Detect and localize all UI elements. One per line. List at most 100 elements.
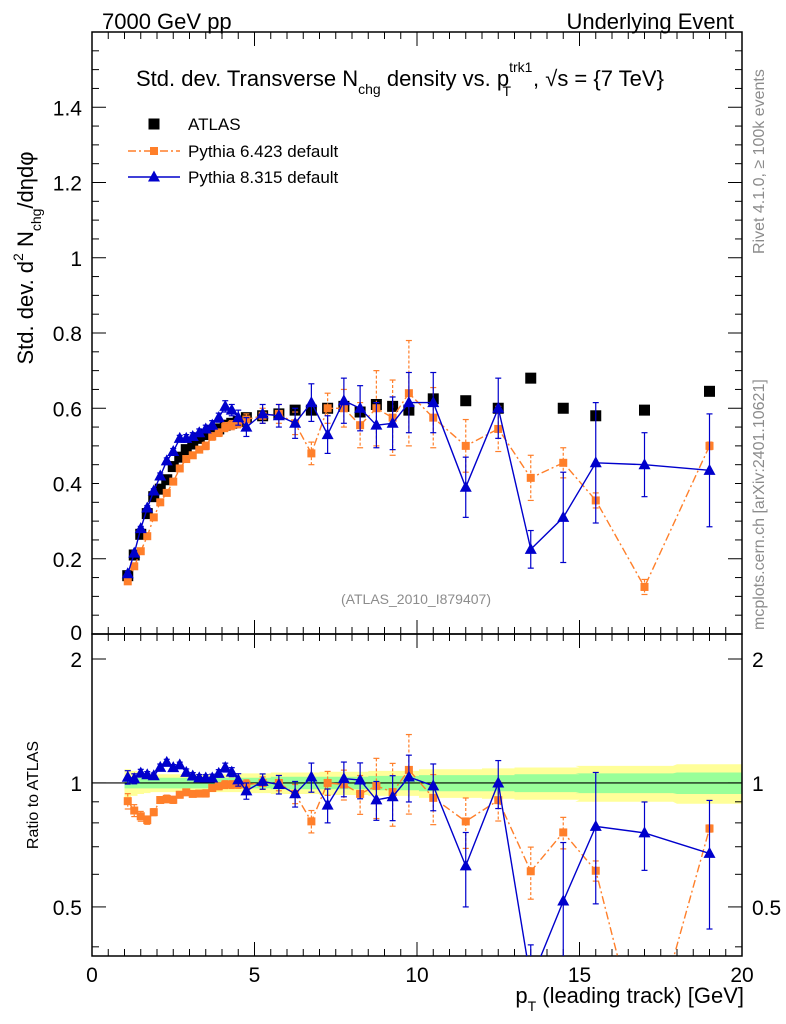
axis-ticks [91, 31, 743, 956]
atlas-data-point [187, 438, 199, 450]
main-pythia6-point [227, 421, 236, 430]
ratio-pythia8-point [370, 793, 383, 805]
atlas-data-point [174, 451, 186, 463]
main-pythia6-point [182, 455, 191, 464]
main-pythia6-point [640, 582, 649, 591]
main-pythia8-point [193, 426, 206, 438]
ratio-pythia8-point [289, 787, 302, 799]
atlas-data-point [180, 444, 192, 456]
legend-label-pythia8: Pythia 8.315 default [188, 168, 339, 187]
ratio-pythia8-point [427, 779, 440, 791]
ratio-pythia8-point [173, 758, 186, 770]
ratio-pythia6-point [143, 816, 152, 825]
main-pythia6-point [149, 513, 158, 522]
ratio-pythia8-point [256, 774, 269, 786]
ratio-pythia8-point [147, 769, 160, 781]
main-series-layer [121, 339, 716, 596]
main-pythia6-point [143, 532, 152, 541]
main-pythia8-point [638, 458, 651, 470]
ratio-pythia6-point [526, 867, 535, 876]
ratio-pythia8-point [703, 846, 716, 858]
atlas-data-point [639, 404, 650, 416]
main-pythia6-point [201, 441, 210, 450]
ratio-y-tick-label-right: 0.5 [752, 897, 781, 920]
ratio-y-tick-label-right: 1 [752, 773, 764, 796]
ratio-y-tick-label: 0.5 [53, 897, 82, 920]
main-pythia8-point [154, 469, 167, 481]
main-pythia6-point [123, 577, 132, 586]
ratio-pythia8-point [219, 761, 232, 773]
ratio-pythia8-point [225, 765, 238, 777]
ratio-pythia6-point [323, 778, 332, 787]
ratio-pythia6-point [559, 828, 568, 837]
analysis-watermark: (ATLAS_2010_I879407) [341, 591, 491, 607]
legend-marker-data [148, 118, 160, 130]
main-pythia8-point [160, 454, 173, 466]
atlas-data-point [154, 483, 166, 495]
legend-label-data: ATLAS [188, 115, 241, 134]
legend-label-pythia6: Pythia 6.423 default [188, 142, 339, 161]
atlas-data-point [525, 372, 537, 384]
main-pythia8-point [206, 418, 219, 430]
main-pythia8-point [141, 501, 154, 513]
ratio-pythia6-point [162, 794, 171, 803]
mcplots-label: mcplots.cern.ch [arXiv:2401.10621] [751, 379, 768, 630]
ratio-y-axis-label: Ratio to ATLAS [25, 741, 42, 849]
ratio-pythia8-point [160, 755, 173, 767]
ratio-pythia6-point [169, 795, 178, 804]
atlas-data-point [167, 461, 179, 473]
main-pythia6-point [169, 477, 178, 486]
atlas-data-point [460, 395, 472, 407]
ratio-pythia6-point [208, 783, 217, 792]
chart-title: Std. dev. Transverse Nchg density vs. pt… [136, 59, 664, 99]
main-pythia8-point [492, 401, 505, 413]
ratio-pythia6-point [461, 817, 470, 826]
ratio-pythia8-point [638, 826, 651, 838]
main-pythia8-point [186, 429, 199, 441]
ratio-pythia8-point [337, 772, 350, 784]
atlas-data-point [148, 491, 160, 503]
ratio-pythia6-point [130, 806, 139, 815]
main-pythia6-point [195, 445, 204, 454]
y-tick-label: 1.4 [53, 97, 83, 120]
main-pythia8-point [305, 396, 318, 408]
ratio-pythia6-point [214, 782, 223, 791]
header-right: Underlying Event [566, 9, 734, 34]
ratio-pythia8-point [386, 790, 399, 802]
ratio-pythia8-point [272, 777, 285, 789]
main-pythia8-point [459, 480, 472, 492]
ratio-pythia8-point [305, 770, 318, 782]
ratio-pythia8-point [321, 798, 334, 810]
main-pythia6-point [461, 441, 470, 450]
y-tick-label: 0.4 [53, 474, 83, 497]
x-tick-label: 10 [405, 964, 428, 987]
main-pythia8-point [370, 418, 383, 430]
main-pythia8-point [427, 396, 440, 408]
main-pythia6-point [221, 423, 230, 432]
ratio-series-layer [121, 733, 716, 956]
main-pythia8-point [232, 411, 245, 423]
ratio-pythia8-point [459, 859, 472, 871]
main-pythia8-point [240, 420, 253, 432]
main-pythia8-point [147, 484, 160, 496]
legend: ATLAS Pythia 6.423 default Pythia 8.315 de… [128, 115, 339, 187]
main-pythia6-point [526, 473, 535, 482]
main-pythia8-point [134, 522, 147, 534]
main-pythia8-point [337, 394, 350, 406]
y-tick-label-zero: 0 [70, 622, 82, 645]
ratio-pythia6-point [149, 808, 158, 817]
ratio-pythia8-point [128, 772, 141, 784]
ratio-pythia8-point [492, 776, 505, 788]
main-pythia6-point [188, 451, 197, 460]
ratio-pythia6-point [175, 790, 184, 799]
main-pythia8-point [219, 399, 232, 411]
main-pythia8-point [289, 416, 302, 428]
main-pythia8-point [121, 567, 134, 579]
main-pythia8-point [321, 428, 334, 440]
rivet-version-label: Rivet 4.1.0, ≥ 100k events [751, 69, 768, 254]
y-tick-label: 1 [70, 248, 82, 271]
ratio-pythia6-point [307, 817, 316, 826]
ratio-pythia8-point [206, 771, 219, 783]
ratio-pythia6-point [201, 789, 210, 798]
